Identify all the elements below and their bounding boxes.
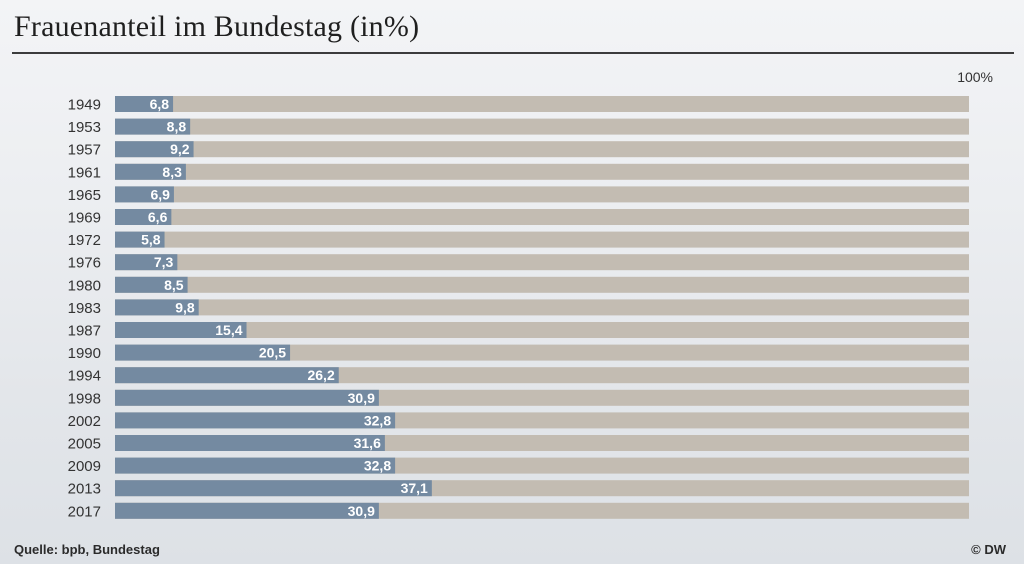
bar-data-label: 30,9 xyxy=(348,503,375,519)
year-label: 1994 xyxy=(68,368,101,385)
year-label: 1980 xyxy=(68,277,101,294)
bar-value xyxy=(115,502,379,519)
bar-value xyxy=(115,118,191,135)
year-label: 1953 xyxy=(68,119,101,136)
bar-value xyxy=(115,254,178,271)
bar-data-label: 7,3 xyxy=(154,254,174,270)
bar-value xyxy=(115,231,165,248)
bar-background xyxy=(115,254,969,271)
bar-data-label: 6,8 xyxy=(150,96,170,112)
bar-value xyxy=(115,412,396,429)
bar-data-label: 8,5 xyxy=(164,277,184,293)
year-label: 2013 xyxy=(68,481,101,498)
bar-data-label: 32,8 xyxy=(364,458,391,474)
chart-title: Frauenanteil im Bundestag (in%) xyxy=(14,10,420,43)
bar-data-label: 8,3 xyxy=(162,164,182,180)
bar-value xyxy=(115,344,291,361)
year-label: 1998 xyxy=(68,390,101,407)
year-label: 2017 xyxy=(68,503,101,520)
bar-value xyxy=(115,322,247,338)
bar-data-label: 6,6 xyxy=(148,209,168,225)
bar-data-label: 9,2 xyxy=(170,141,190,157)
bar-data-label: 30,9 xyxy=(348,390,375,406)
bar-value xyxy=(115,96,174,112)
bar-value xyxy=(115,367,339,384)
bar-data-label: 20,5 xyxy=(259,345,286,361)
bar-background xyxy=(115,118,969,135)
year-label: 1976 xyxy=(68,255,101,272)
year-label: 1965 xyxy=(68,187,101,204)
bar-value xyxy=(115,186,174,203)
bar-background xyxy=(115,141,969,158)
year-label: 2005 xyxy=(68,436,101,453)
year-label: 1972 xyxy=(68,232,101,249)
title-divider xyxy=(12,52,1014,54)
year-label: 1961 xyxy=(68,164,101,181)
bar-data-label: 15,4 xyxy=(215,322,242,338)
year-label: 2009 xyxy=(68,458,101,475)
year-label: 1957 xyxy=(68,142,101,159)
year-label: 1983 xyxy=(68,300,101,317)
bar-data-label: 26,2 xyxy=(307,367,334,383)
source-note: Quelle: bpb, Bundestag xyxy=(14,542,160,557)
year-label: 1969 xyxy=(68,210,101,227)
copyright-credit: © DW xyxy=(971,542,1006,557)
bar-background xyxy=(115,209,969,225)
bar-background xyxy=(115,322,969,338)
year-label: 1990 xyxy=(68,345,101,362)
year-label: 1987 xyxy=(68,323,101,340)
bar-background xyxy=(115,186,969,203)
bar-data-label: 31,6 xyxy=(354,435,381,451)
bar-background xyxy=(115,231,969,248)
scale-max-label: 100% xyxy=(957,69,993,85)
bar-background xyxy=(115,163,969,180)
bar-value xyxy=(115,276,188,293)
bar-value xyxy=(115,435,385,451)
bar-background xyxy=(115,276,969,293)
bar-value xyxy=(115,141,194,158)
bar-background xyxy=(115,96,969,112)
bar-value xyxy=(115,389,379,406)
bar-value xyxy=(115,480,432,497)
bar-value xyxy=(115,209,172,225)
bar-value xyxy=(115,299,199,316)
bar-data-label: 37,1 xyxy=(401,480,428,496)
bar-background xyxy=(115,299,969,316)
bar-data-label: 8,8 xyxy=(167,119,187,135)
year-label: 2002 xyxy=(68,413,101,430)
bar-value xyxy=(115,163,186,180)
bar-data-label: 5,8 xyxy=(141,232,161,248)
bar-data-label: 32,8 xyxy=(364,412,391,428)
bar-background xyxy=(115,344,969,361)
year-label: 1949 xyxy=(68,97,101,114)
bar-data-label: 6,9 xyxy=(150,186,170,202)
bar-data-label: 9,8 xyxy=(175,299,195,315)
bar-value xyxy=(115,457,396,474)
